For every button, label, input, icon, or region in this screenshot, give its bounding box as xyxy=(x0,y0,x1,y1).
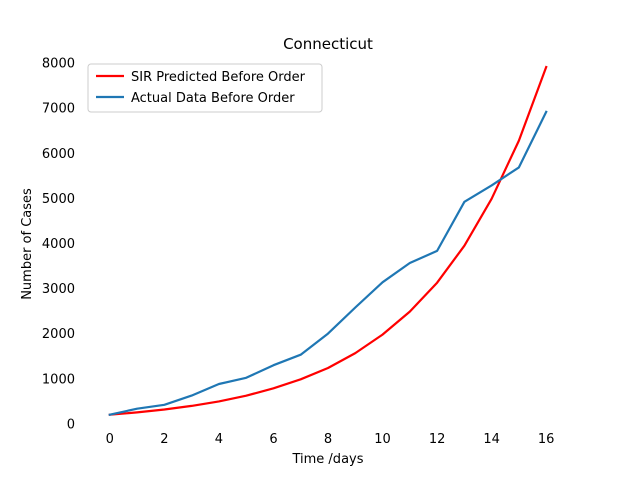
y-tick-label: 1000 xyxy=(42,372,75,387)
x-tick-label: 8 xyxy=(324,432,332,447)
x-tick-label: 4 xyxy=(215,432,223,447)
y-axis-ticks: 0 1000 2000 3000 4000 5000 6000 7000 8000 xyxy=(42,57,75,433)
y-tick-label: 6000 xyxy=(42,147,75,162)
x-tick-label: 2 xyxy=(160,432,168,447)
x-tick-label: 0 xyxy=(106,432,114,447)
x-tick-label: 14 xyxy=(483,432,500,447)
y-tick-label: 4000 xyxy=(42,237,75,252)
legend: SIR Predicted Before Order Actual Data B… xyxy=(87,63,323,113)
y-tick-label: 0 xyxy=(67,417,75,432)
series-line-sir-predicted xyxy=(108,65,548,416)
y-tick-label: 8000 xyxy=(42,57,75,72)
y-tick-label: 2000 xyxy=(42,327,75,342)
y-tick-label: 7000 xyxy=(42,102,75,117)
x-axis-label: Time /days xyxy=(291,452,363,467)
y-axis-label: Number of Cases xyxy=(20,188,35,300)
legend-label-actual: Actual Data Before Order xyxy=(131,91,295,106)
y-tick-label: 5000 xyxy=(42,192,75,207)
x-tick-label: 12 xyxy=(429,432,446,447)
x-tick-label: 16 xyxy=(538,432,555,447)
legend-box xyxy=(87,63,323,113)
x-tick-label: 6 xyxy=(269,432,277,447)
y-tick-label: 3000 xyxy=(42,282,75,297)
series-layer xyxy=(108,65,548,417)
chart-title: Connecticut xyxy=(283,35,373,53)
legend-label-sir: SIR Predicted Before Order xyxy=(131,70,306,85)
x-axis-ticks: 0 2 4 6 8 10 12 14 16 xyxy=(106,432,555,447)
series-line-actual-data xyxy=(108,110,548,417)
x-tick-label: 10 xyxy=(374,432,391,447)
